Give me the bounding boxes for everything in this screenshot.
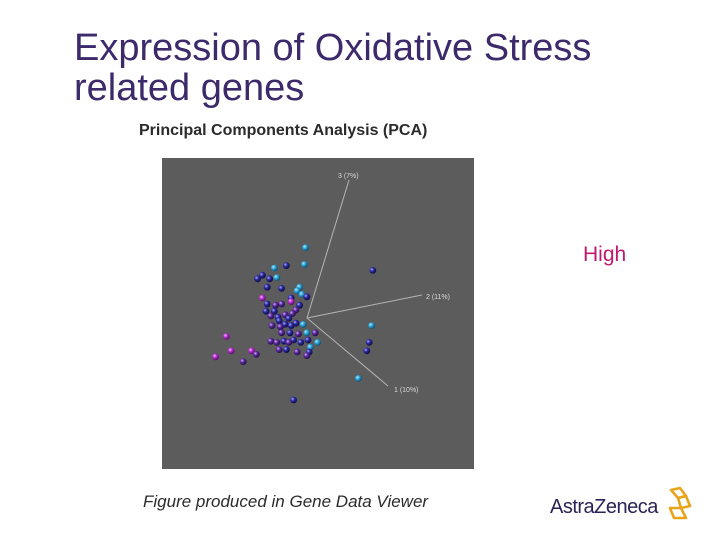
data-point	[293, 287, 301, 295]
data-point	[355, 375, 362, 382]
data-point	[301, 261, 308, 268]
data-point	[283, 262, 290, 269]
data-point	[278, 329, 285, 337]
data-point	[287, 298, 295, 305]
data-point	[273, 274, 281, 281]
logo-text: AstraZeneca	[550, 496, 658, 518]
data-point	[271, 264, 278, 272]
data-point	[253, 351, 260, 358]
data-point	[302, 244, 309, 251]
data-point	[272, 301, 279, 309]
data-point	[273, 339, 281, 346]
data-point	[275, 346, 283, 353]
data-point	[311, 329, 319, 337]
axis-3-label: 3 (7%)	[338, 173, 359, 180]
data-point	[303, 352, 311, 359]
data-point	[290, 396, 297, 404]
slide-title-line-2: related genes	[74, 67, 305, 109]
axis-2-line	[306, 294, 423, 319]
data-point	[227, 347, 235, 355]
data-point	[368, 322, 375, 329]
pca-scatter-3d: 1 (10%) 2 (11%) 3 (7%)	[212, 173, 450, 404]
data-point	[262, 307, 270, 315]
data-point	[271, 307, 278, 315]
data-point	[268, 322, 276, 329]
data-point	[285, 315, 293, 322]
data-point	[285, 339, 293, 346]
data-point	[283, 346, 290, 353]
data-point	[296, 301, 303, 309]
data-point	[287, 322, 295, 329]
logo-mark-icon	[668, 486, 692, 520]
data-point	[223, 333, 230, 340]
data-point	[314, 339, 321, 346]
data-point	[363, 347, 371, 355]
chart-title: Principal Components Analysis (PCA)	[139, 122, 428, 139]
data-point	[254, 275, 261, 283]
data-point	[289, 310, 296, 317]
axis-1-label: 1 (10%)	[394, 387, 419, 394]
data-point	[286, 329, 294, 337]
data-point	[278, 300, 285, 308]
pca-plot-area: 1 (10%) 2 (11%) 3 (7%)	[162, 158, 474, 469]
color-scale-high-label: High	[583, 243, 627, 266]
data-point	[267, 312, 275, 320]
data-point	[259, 294, 266, 302]
slide-title: Expression of Oxidative Stress related g…	[74, 28, 694, 108]
data-point	[267, 337, 275, 345]
data-point	[369, 267, 377, 274]
data-point	[365, 339, 373, 346]
slide-title-line-1: Expression of Oxidative Stress	[74, 27, 592, 69]
data-point	[278, 285, 285, 292]
astrazeneca-logo: AstraZeneca	[550, 486, 700, 526]
data-point	[277, 323, 284, 331]
axis-2-label: 2 (11%)	[426, 294, 450, 301]
axis-1-line	[306, 317, 389, 387]
axis-3-line	[306, 179, 350, 319]
data-point	[239, 358, 247, 365]
data-point	[212, 353, 219, 361]
data-point	[263, 300, 271, 308]
data-point	[263, 283, 271, 291]
data-point	[304, 336, 312, 344]
data-point	[266, 275, 273, 283]
data-point	[259, 271, 266, 279]
data-point	[297, 339, 305, 346]
figure-caption: Figure produced in Gene Data Viewer	[143, 492, 429, 511]
data-point	[295, 330, 302, 338]
data-point	[293, 348, 301, 356]
data-point	[303, 293, 311, 301]
data-point	[303, 329, 311, 337]
data-point	[299, 321, 307, 328]
data-point	[275, 317, 283, 325]
data-point	[248, 347, 255, 355]
